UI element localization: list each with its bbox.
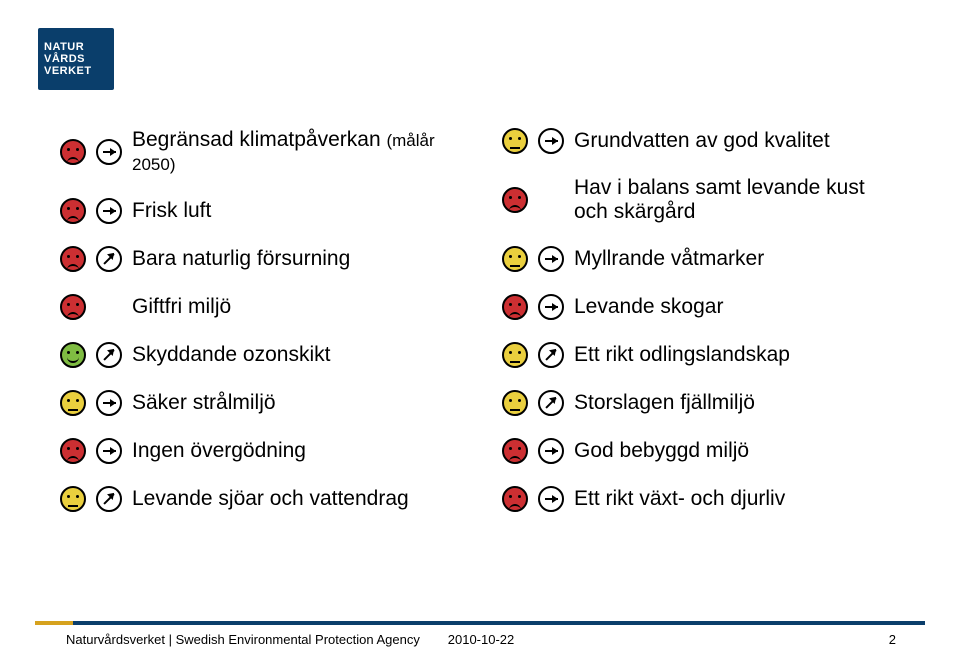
trend-arrow-icon (96, 342, 122, 368)
goal-label: Frisk luft (132, 199, 211, 222)
goal-row: Frisk luft (60, 198, 458, 224)
status-face-icon (502, 390, 528, 416)
footer-text: Naturvårdsverket | Swedish Environmental… (66, 632, 896, 647)
goal-label-wrap: Ett rikt växt- och djurliv (574, 487, 785, 511)
footer-rule-accent (35, 621, 73, 625)
slide-page: NATUR VÅRDS VERKET Begränsad klimatpåver… (0, 0, 960, 657)
goal-label: God bebyggd miljö (574, 439, 749, 462)
goal-label-wrap: Hav i balans samt levande kust och skärg… (574, 176, 900, 224)
goal-row: Levande skogar (502, 294, 900, 320)
goal-row: Bara naturlig försurning (60, 246, 458, 272)
footer-org: Naturvårdsverket | Swedish Environmental… (66, 632, 420, 647)
goal-label-wrap: Storslagen fjällmiljö (574, 391, 755, 415)
goal-label: Ett rikt odlingslandskap (574, 343, 790, 366)
goal-label-wrap: Ingen övergödning (132, 439, 306, 463)
status-face-icon (502, 438, 528, 464)
logo-line3: VERKET (44, 65, 114, 77)
goal-row: God bebyggd miljö (502, 438, 900, 464)
goal-label-wrap: Grundvatten av god kvalitet (574, 129, 830, 153)
status-face-icon (502, 128, 528, 154)
goal-row: Myllrande våtmarker (502, 246, 900, 272)
goal-row: Säker strålmiljö (60, 390, 458, 416)
trend-arrow-icon (538, 342, 564, 368)
goal-label: Storslagen fjällmiljö (574, 391, 755, 414)
goal-label: Ingen övergödning (132, 439, 306, 462)
status-face-icon (502, 342, 528, 368)
goal-label: Myllrande våtmarker (574, 247, 764, 270)
goal-row: Skyddande ozonskikt (60, 342, 458, 368)
goal-label: Levande skogar (574, 295, 723, 318)
goal-label: Levande sjöar och vattendrag (132, 487, 409, 510)
trend-arrow-icon (538, 390, 564, 416)
status-face-icon (60, 198, 86, 224)
status-face-icon (502, 294, 528, 320)
left-column: Begränsad klimatpåverkan (målår 2050) Fri… (60, 128, 458, 512)
content-columns: Begränsad klimatpåverkan (målår 2050) Fri… (60, 128, 900, 512)
goal-label: Skyddande ozonskikt (132, 343, 330, 366)
goal-label-wrap: Levande skogar (574, 295, 723, 319)
goal-row: Begränsad klimatpåverkan (målår 2050) (60, 128, 458, 176)
goal-label-wrap: Begränsad klimatpåverkan (målår 2050) (132, 128, 458, 176)
trend-arrow-icon (538, 294, 564, 320)
goal-label: Begränsad klimatpåverkan (132, 128, 381, 151)
goal-label-wrap: Frisk luft (132, 199, 211, 223)
trend-arrow-icon (538, 128, 564, 154)
goal-label-wrap: God bebyggd miljö (574, 439, 749, 463)
footer-page: 2 (889, 632, 896, 647)
status-face-icon (60, 486, 86, 512)
goal-label-wrap: Ett rikt odlingslandskap (574, 343, 790, 367)
footer-rule (35, 621, 925, 625)
goal-label: Hav i balans samt levande kust och skärg… (574, 176, 865, 223)
trend-arrow-icon (538, 246, 564, 272)
goal-row: Ingen övergödning (60, 438, 458, 464)
status-face-icon (60, 390, 86, 416)
goal-label-wrap: Skyddande ozonskikt (132, 343, 330, 367)
logo-line1: NATUR (44, 41, 114, 53)
status-face-icon (502, 486, 528, 512)
status-face-icon (60, 342, 86, 368)
goal-row: Levande sjöar och vattendrag (60, 486, 458, 512)
trend-arrow-icon (96, 198, 122, 224)
goal-row: Hav i balans samt levande kust och skärg… (502, 176, 900, 224)
status-face-icon (60, 438, 86, 464)
trend-arrow-icon (96, 139, 122, 165)
goal-row: Ett rikt odlingslandskap (502, 342, 900, 368)
goal-row: Ett rikt växt- och djurliv (502, 486, 900, 512)
footer-date: 2010-10-22 (448, 632, 515, 647)
goal-label: Säker strålmiljö (132, 391, 276, 414)
goal-label: Giftfri miljö (132, 295, 231, 318)
goal-label-wrap: Giftfri miljö (132, 295, 231, 319)
trend-arrow-icon (96, 390, 122, 416)
right-column: Grundvatten av god kvalitet Hav i balans … (502, 128, 900, 512)
trend-arrow-icon (96, 486, 122, 512)
goal-row: Grundvatten av god kvalitet (502, 128, 900, 154)
goal-label-wrap: Bara naturlig försurning (132, 247, 350, 271)
goal-label: Bara naturlig försurning (132, 247, 350, 270)
goal-label-wrap: Säker strålmiljö (132, 391, 276, 415)
logo-line2: VÅRDS (44, 53, 114, 65)
goal-row: Giftfri miljö (60, 294, 458, 320)
goal-label-wrap: Levande sjöar och vattendrag (132, 487, 409, 511)
goal-row: Storslagen fjällmiljö (502, 390, 900, 416)
goal-label: Grundvatten av god kvalitet (574, 129, 830, 152)
status-face-icon (60, 246, 86, 272)
trend-arrow-icon (96, 246, 122, 272)
status-face-icon (502, 187, 528, 213)
status-face-icon (502, 246, 528, 272)
goal-label: Ett rikt växt- och djurliv (574, 487, 785, 510)
logo-naturvardsverket: NATUR VÅRDS VERKET (38, 28, 114, 90)
trend-arrow-icon (538, 438, 564, 464)
trend-arrow-icon (96, 438, 122, 464)
goal-label-wrap: Myllrande våtmarker (574, 247, 764, 271)
status-face-icon (60, 139, 86, 165)
status-face-icon (60, 294, 86, 320)
trend-arrow-icon (538, 486, 564, 512)
